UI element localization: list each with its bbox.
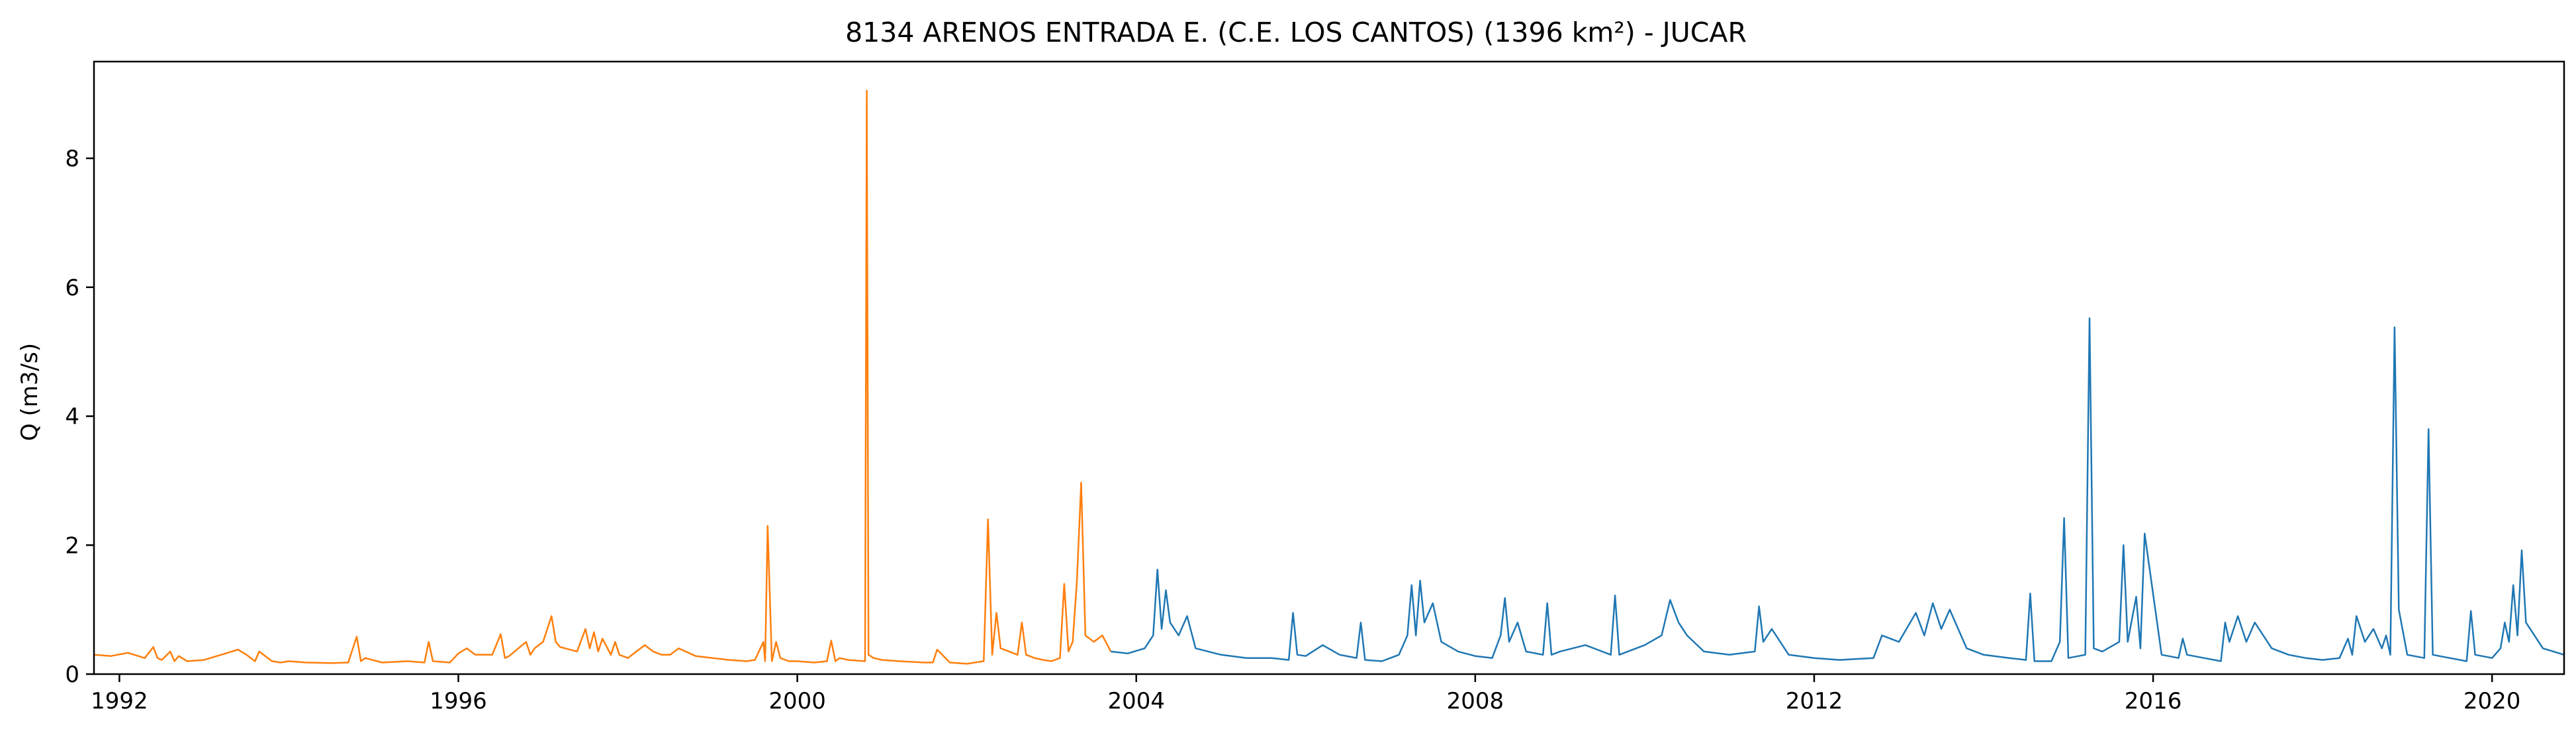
axes-frame: [93, 60, 2565, 675]
series-line-0: [93, 89, 1112, 665]
x-tick-label: 2012: [1786, 688, 1843, 714]
x-tick-label: 2004: [1107, 688, 1165, 714]
x-tick-label: 2008: [1447, 688, 1504, 714]
x-tick-label: 1992: [91, 688, 148, 714]
x-tick-label: 1996: [430, 688, 487, 714]
plot-area: [93, 89, 2565, 665]
x-tick-label: 2000: [768, 688, 826, 714]
x-tick-label: 2016: [2125, 688, 2182, 714]
y-tick-label: 4: [65, 404, 79, 430]
y-axis: 0 2 4 6 8: [65, 146, 94, 688]
chart-title: 8134 ARENOS ENTRADA E. (C.E. LOS CANTOS)…: [845, 17, 1747, 48]
x-axis: 1992 1996 2000 2004 2008 2012 2016 2020: [91, 674, 2520, 714]
series-line-1: [1111, 317, 2565, 662]
y-tick-label: 2: [65, 532, 79, 559]
y-axis-label: Q (m3/s): [17, 343, 43, 441]
y-tick-label: 6: [65, 275, 79, 301]
x-tick-label: 2020: [2463, 688, 2521, 714]
y-tick-label: 0: [65, 662, 79, 688]
y-tick-label: 8: [65, 146, 79, 172]
